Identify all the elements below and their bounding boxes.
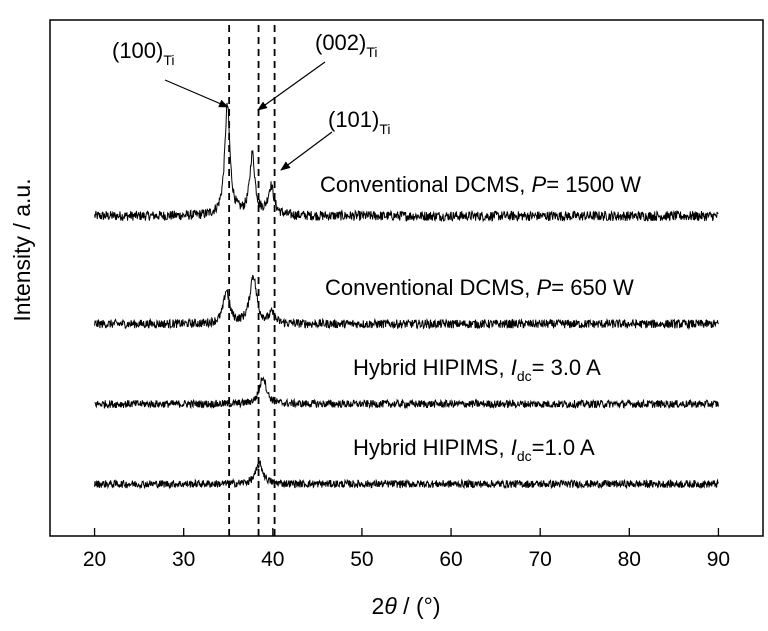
peak-arrow-101 bbox=[280, 131, 333, 171]
x-tick-label: 40 bbox=[261, 548, 284, 571]
x-tick-label: 50 bbox=[350, 548, 373, 571]
series-label-dcms-1500: Conventional DCMS, P= 1500 W bbox=[320, 172, 641, 197]
series-line-3 bbox=[94, 460, 719, 490]
peak-arrow-002 bbox=[257, 61, 326, 111]
x-ticks: 20 30 40 50 60 70 80 90 bbox=[83, 528, 730, 571]
x-tick-label: 20 bbox=[83, 548, 106, 571]
series-line-2 bbox=[94, 376, 719, 410]
x-tick-label: 80 bbox=[618, 548, 641, 571]
series-label-hipims-3a: Hybrid HIPIMS, Idc= 3.0 A bbox=[353, 355, 601, 384]
series-label-dcms-650: Conventional DCMS, P= 650 W bbox=[325, 275, 634, 300]
plot-frame bbox=[49, 19, 764, 537]
y-axis-title: Intensity / a.u. bbox=[9, 178, 35, 321]
x-tick-label: 90 bbox=[707, 548, 730, 571]
peak-arrow-100 bbox=[164, 79, 229, 108]
peak-label-002: (002)Ti bbox=[315, 30, 378, 60]
series-layer bbox=[94, 102, 719, 490]
peak-label-101: (101)Ti bbox=[328, 107, 391, 137]
x-tick-label: 60 bbox=[439, 548, 462, 571]
x-tick-label: 30 bbox=[172, 548, 195, 571]
x-tick-label: 70 bbox=[529, 548, 552, 571]
x-axis-title: 2θ / (°) bbox=[372, 593, 441, 619]
series-line-1 bbox=[94, 274, 719, 331]
series-label-hipims-1a: Hybrid HIPIMS, Idc=1.0 A bbox=[353, 435, 595, 464]
peak-label-100: (100)Ti bbox=[112, 38, 175, 68]
series-line-0 bbox=[94, 102, 719, 223]
